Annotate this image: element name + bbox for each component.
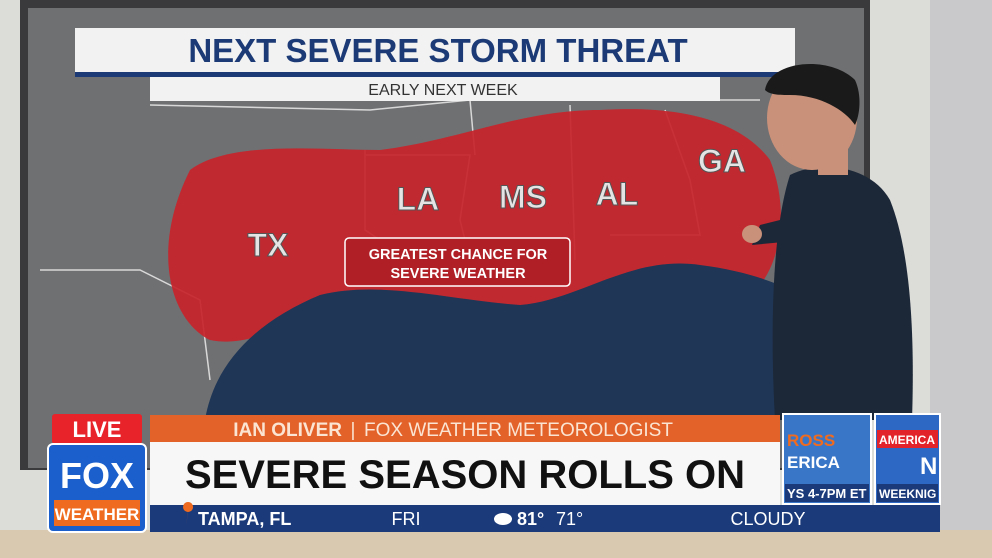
map-subtitle: EARLY NEXT WEEK <box>368 82 518 99</box>
presenter-role: FOX WEATHER METEOROLOGIST <box>364 420 673 441</box>
state-label: TX <box>248 227 290 263</box>
state-label: GA <box>698 143 746 179</box>
presenter-name: IAN OLIVER <box>233 420 342 441</box>
presenter-hair <box>765 63 860 125</box>
state-labels: TX LA MS AL GA <box>247 143 746 264</box>
desk <box>0 530 992 558</box>
headline-bar <box>150 442 780 505</box>
info-ticker <box>150 505 940 532</box>
subtitle-banner <box>150 77 720 101</box>
day: FRI <box>392 509 421 529</box>
live-text: LIVE <box>73 417 122 442</box>
state-label: MS <box>499 179 547 215</box>
promo-strip <box>877 484 938 502</box>
promo-strip <box>877 430 938 448</box>
weather-icon <box>494 513 512 525</box>
title-banner <box>75 28 795 72</box>
logo-weather: WEATHER <box>55 505 140 524</box>
callout-line: GREATEST CHANCE FOR <box>369 247 548 263</box>
presenter-hand <box>742 225 762 243</box>
gulf-of-mexico <box>205 263 790 420</box>
map-title: NEXT SEVERE STORM THREAT <box>188 32 687 69</box>
promo-text: N <box>920 453 937 480</box>
presenter-body <box>772 167 913 420</box>
promo-text: YS 4-7PM ET <box>787 486 867 501</box>
low-temp: 71° <box>556 509 583 529</box>
live-badge <box>52 414 142 444</box>
location: TAMPA, FL <box>198 509 291 529</box>
border <box>40 269 211 381</box>
location-pin <box>183 502 194 526</box>
high-temp: 81° <box>517 509 544 529</box>
logo-fox: FOX <box>60 455 134 496</box>
promo-text: ERICA <box>787 453 840 472</box>
callout-line: SEVERE WEATHER <box>390 266 526 282</box>
promo-text: AMERICA <box>879 433 935 447</box>
presenter <box>742 63 913 420</box>
state-label: LA <box>397 181 440 217</box>
promo-strip <box>785 484 869 502</box>
name-bar <box>150 415 780 442</box>
state-label: AL <box>596 176 639 212</box>
callout-box <box>344 237 571 287</box>
promo-text: WEEKNIG <box>879 487 936 501</box>
promo-text: ROSS <box>787 431 835 450</box>
logo-weather-bar <box>54 500 140 526</box>
name-separator: | <box>351 420 356 441</box>
headline: SEVERE SEASON ROLLS ON <box>185 453 745 497</box>
presenter-arm <box>752 215 805 245</box>
title-stripe <box>75 72 795 77</box>
condition: CLOUDY <box>730 509 805 529</box>
